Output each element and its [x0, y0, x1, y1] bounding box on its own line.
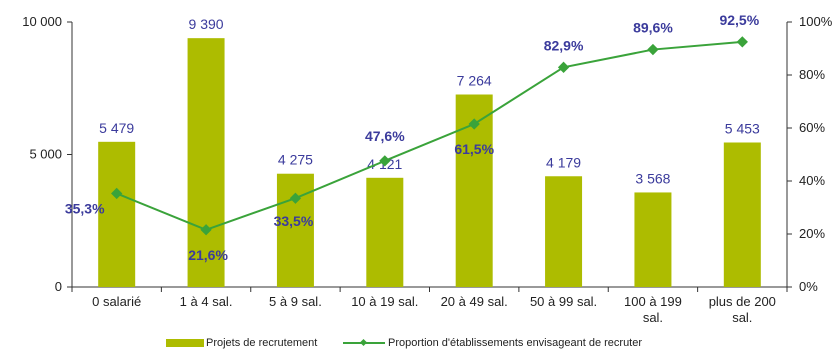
- category-label: 5 à 9 sal.: [269, 294, 322, 309]
- bar: [276, 173, 314, 287]
- proportion-value-label: 21,6%: [188, 247, 228, 263]
- right-tick-label: 80%: [799, 67, 825, 82]
- right-tick-label: 60%: [799, 120, 825, 135]
- bar-value-label: 5 479: [99, 120, 134, 136]
- bar-value-label: 7 264: [457, 73, 492, 89]
- proportion-value-label: 61,5%: [454, 141, 494, 157]
- category-label: 50 à 99 sal.: [530, 294, 597, 309]
- category-label: 1 à 4 sal.: [180, 294, 233, 309]
- legend-bar-swatch: [166, 339, 204, 347]
- bar-value-label: 4 275: [278, 152, 313, 168]
- legend-line-label: Proportion d'établissements envisageant …: [388, 337, 642, 349]
- proportion-point: [647, 43, 659, 56]
- proportion-value-label: 47,6%: [365, 128, 405, 144]
- proportion-value-label: 33,5%: [274, 213, 314, 229]
- bar-value-label: 4 179: [546, 154, 581, 170]
- legend: Projets de recrutement Proportion d'établ…: [166, 337, 642, 349]
- proportion-point: [200, 224, 212, 236]
- category-label: 10 à 19 sal.: [351, 294, 418, 309]
- bar-value-label: 3 568: [635, 170, 670, 186]
- category-label: 100 à 199 sal.: [624, 294, 682, 325]
- left-tick-label: 5 000: [29, 147, 62, 162]
- left-tick-label: 0: [55, 279, 62, 294]
- proportion-point: [557, 61, 570, 73]
- left-tick-label: 10 000: [22, 14, 62, 29]
- proportion-series-line: [116, 40, 743, 231]
- proportion-point: [379, 155, 391, 167]
- right-tick-label: 20%: [799, 226, 825, 241]
- proportion-value-label: 89,6%: [633, 20, 673, 36]
- axes: 0 5 000 10 000 0% 20% 40% 60% 80% 100%: [22, 14, 832, 294]
- proportion-labels: 35,3% 21,6% 33,5% 47,6% 61,5% 82,9% 89,6% 92,5%: [65, 12, 760, 263]
- proportion-line: [111, 36, 748, 236]
- bar-value-label: 9 390: [189, 16, 224, 32]
- bars: [98, 38, 761, 287]
- proportion-value-label: 82,9%: [544, 37, 584, 53]
- bar: [545, 176, 583, 287]
- legend-bar-label: Projets de recrutement: [206, 337, 317, 349]
- bar: [98, 141, 136, 287]
- right-tick-label: 40%: [799, 173, 825, 188]
- proportion-point: [289, 192, 302, 204]
- category-label: 0 salarié: [92, 294, 141, 309]
- bar: [187, 38, 225, 287]
- right-tick-label: 100%: [799, 14, 833, 29]
- proportion-point: [736, 36, 748, 48]
- right-tick-label: 0%: [799, 279, 818, 294]
- legend-line-marker: [359, 338, 368, 347]
- proportion-value-label: 92,5%: [719, 12, 759, 28]
- category-labels: 0 salarié 1 à 4 sal. 5 à 9 sal. 10 à 19 sal…: [92, 294, 776, 325]
- category-label: plus de 200 sal.: [709, 294, 776, 325]
- bar-value-label: 5 453: [725, 120, 760, 136]
- bar: [723, 142, 761, 287]
- bar: [366, 177, 404, 287]
- bar: [634, 192, 672, 287]
- category-label: 20 à 49 sal.: [441, 294, 508, 309]
- proportion-value-label: 35,3%: [65, 200, 105, 216]
